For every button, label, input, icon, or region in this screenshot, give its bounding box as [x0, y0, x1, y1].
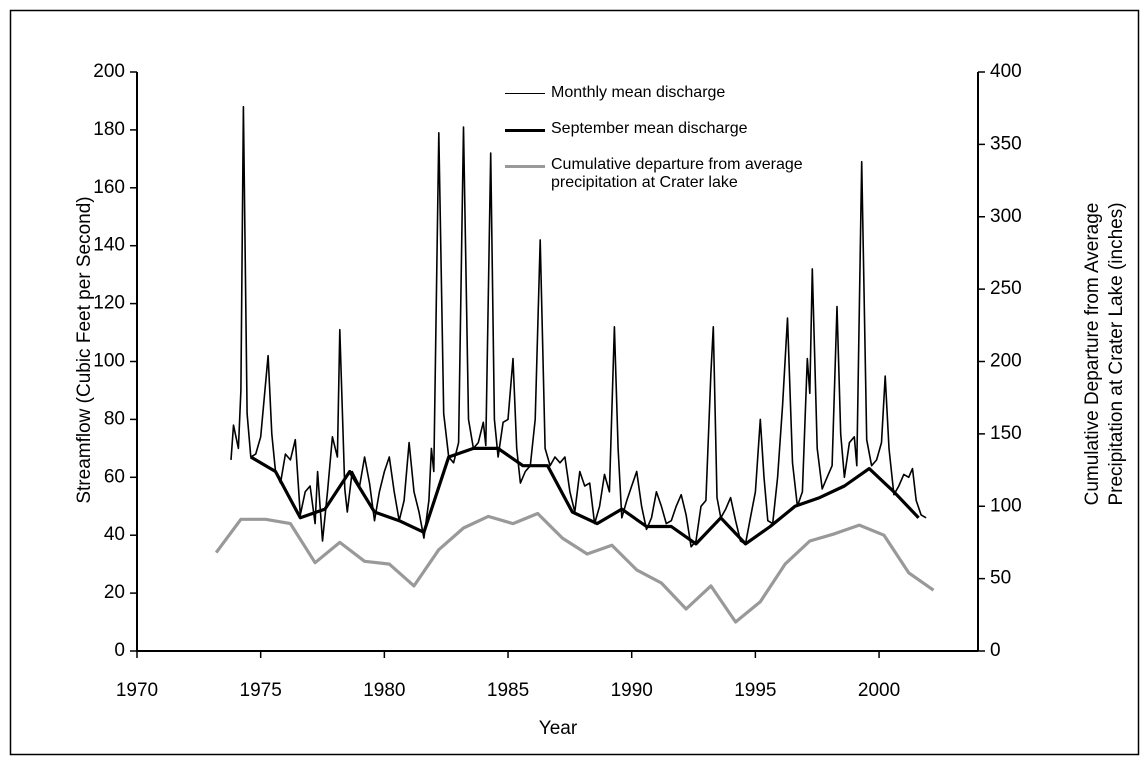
y2-axis-label: Cumulative Departure from Average Precip… [1082, 202, 1127, 506]
y2-tick-label: 100 [990, 495, 1022, 516]
y2-tick-label: 350 [990, 133, 1022, 154]
legend-swatch [505, 165, 545, 168]
legend-entry: Monthly mean discharge [505, 84, 885, 102]
y2-tick-label: 400 [990, 61, 1022, 82]
legend-label: Cumulative departure from average precip… [551, 156, 803, 191]
y2-tick-label: 0 [990, 640, 1001, 661]
y-tick-label: 60 [104, 466, 125, 487]
y-tick-label: 180 [93, 119, 125, 140]
legend-entry: Cumulative departure from average precip… [505, 156, 885, 192]
frame [9, 9, 1140, 756]
y-tick-label: 200 [93, 61, 125, 82]
y-tick-label: 80 [104, 408, 125, 429]
x-tick-label: 1970 [116, 680, 158, 701]
x-tick-label: 1990 [611, 680, 653, 701]
y2-tick-label: 300 [990, 206, 1022, 227]
legend-swatch [505, 93, 545, 94]
y-tick-label: 40 [104, 524, 125, 545]
legend-swatch [505, 129, 545, 132]
legend-label: September mean discharge [551, 120, 748, 137]
x-tick-label: 2000 [858, 680, 900, 701]
y2-tick-label: 150 [990, 423, 1022, 444]
x-axis-label: Year [539, 718, 578, 739]
y-tick-label: 120 [93, 293, 125, 314]
x-tick-label: 1995 [734, 680, 776, 701]
legend-label: Monthly mean discharge [551, 84, 726, 101]
y-tick-label: 100 [93, 351, 125, 372]
y-tick-label: 20 [104, 582, 125, 603]
x-tick-label: 1975 [240, 680, 282, 701]
legend-entry: September mean discharge [505, 120, 885, 138]
y-axis-label: Streamflow (Cubic Feet per Second) [74, 196, 95, 504]
y2-tick-label: 250 [990, 278, 1022, 299]
x-tick-label: 1980 [363, 680, 405, 701]
y-tick-label: 140 [93, 235, 125, 256]
y-tick-label: 0 [114, 640, 125, 661]
y2-tick-label: 200 [990, 351, 1022, 372]
x-tick-label: 1985 [487, 680, 529, 701]
y2-tick-label: 50 [990, 568, 1011, 589]
legend: Monthly mean discharge September mean dis… [505, 84, 885, 210]
y-tick-label: 160 [93, 177, 125, 198]
series-line [249, 446, 920, 546]
series-line [214, 511, 935, 624]
